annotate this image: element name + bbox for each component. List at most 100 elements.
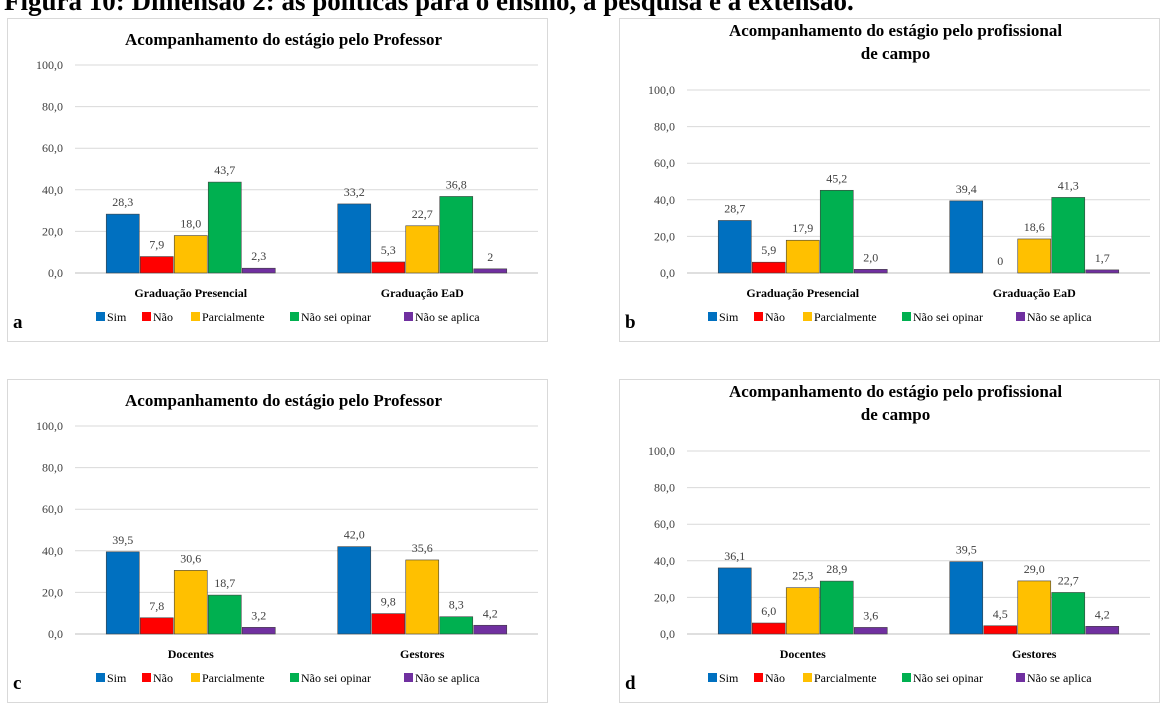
legend-swatch [902,312,911,321]
data-label: 41,3 [1058,178,1079,192]
y-tick-label: 80,0 [42,461,63,475]
data-label: 22,7 [1058,573,1079,587]
data-label: 42,0 [344,528,365,542]
bar [1051,592,1086,635]
bar [405,559,440,635]
legend-swatch [191,312,200,321]
legend-swatch [754,673,763,682]
category-label: Graduação Presencial [746,286,859,300]
bar [241,267,276,274]
bar [405,225,440,274]
bar [173,570,208,635]
legend-label: Não se aplica [1027,310,1092,324]
data-label: 28,7 [724,201,745,215]
data-label: 7,8 [149,599,164,613]
chart-title: Acompanhamento do estágio pelo profissio… [729,21,1062,40]
bar [1017,238,1052,274]
data-label: 28,3 [112,195,133,209]
data-label: 4,2 [1095,607,1110,621]
y-tick-label: 0,0 [48,627,63,641]
bar [371,261,406,274]
bar [207,594,242,635]
y-tick-label: 80,0 [654,481,675,495]
data-label: 45,2 [826,171,847,185]
data-label: 2,3 [251,249,266,263]
legend-swatch [1016,312,1025,321]
panel-letter: c [13,673,21,694]
legend-label: Sim [107,310,127,324]
data-label: 7,9 [149,238,164,252]
bar [105,213,140,274]
data-label: 17,9 [792,221,813,235]
bar [853,269,888,274]
bar [717,220,752,274]
data-label: 9,8 [381,595,396,609]
y-tick-label: 40,0 [42,544,63,558]
legend-label: Não [765,310,785,324]
bar [173,235,208,274]
legend-label: Não sei opinar [913,310,983,324]
chart-title: de campo [861,405,930,424]
category-label: Graduação EaD [993,286,1076,300]
data-label: 35,6 [412,541,433,555]
y-tick-label: 60,0 [654,156,675,170]
bar [1051,197,1086,274]
data-label: 43,7 [214,163,235,177]
data-label: 1,7 [1095,251,1110,265]
legend-label: Parcialmente [202,310,265,324]
data-label: 30,6 [180,551,201,565]
chart-title: Acompanhamento do estágio pelo Professor [125,391,442,410]
chart-panel-a: Acompanhamento do estágio pelo Professor… [7,18,548,342]
bar [139,256,174,274]
y-tick-label: 60,0 [654,517,675,531]
chart-svg: Acompanhamento do estágio pelo Professor… [13,30,538,333]
legend-label: Não se aplica [1027,671,1092,685]
bar [473,624,508,635]
legend-label: Parcialmente [202,671,265,685]
data-label: 39,5 [112,533,133,547]
data-label: 39,5 [956,543,977,557]
legend-swatch [708,673,717,682]
bar [785,587,820,635]
bar [1085,269,1120,274]
bar [207,181,242,274]
legend-label: Não [153,310,173,324]
y-tick-label: 80,0 [654,120,675,134]
data-label: 25,3 [792,569,813,583]
y-tick-label: 100,0 [648,83,675,97]
chart-panel-c: Acompanhamento do estágio pelo Professor… [7,379,548,703]
bar [439,196,474,274]
data-label: 18,6 [1024,220,1045,234]
legend-label: Sim [107,671,127,685]
data-label: 5,9 [761,243,776,257]
legend-swatch [902,673,911,682]
y-tick-label: 60,0 [42,502,63,516]
y-tick-label: 40,0 [42,183,63,197]
category-label: Gestores [400,647,445,661]
legend-label: Não sei opinar [301,671,371,685]
chart-title: de campo [861,44,930,63]
y-tick-label: 60,0 [42,141,63,155]
y-tick-label: 100,0 [36,419,63,433]
data-label: 29,0 [1024,562,1045,576]
legend-label: Não se aplica [415,671,480,685]
panel-letter: a [13,312,23,333]
legend-swatch [708,312,717,321]
legend-label: Não sei opinar [913,671,983,685]
data-label: 2 [487,250,493,264]
legend-label: Não sei opinar [301,310,371,324]
legend-swatch [1016,673,1025,682]
y-tick-label: 0,0 [48,266,63,280]
category-label: Docentes [780,647,826,661]
legend-label: Sim [719,671,739,685]
data-label: 2,0 [863,250,878,264]
legend-swatch [142,312,151,321]
y-tick-label: 0,0 [660,627,675,641]
data-label: 28,9 [826,562,847,576]
data-label: 18,0 [180,217,201,231]
y-tick-label: 20,0 [42,585,63,599]
legend-swatch [96,673,105,682]
bar [139,617,174,635]
data-label: 4,5 [993,607,1008,621]
bar [1085,626,1120,635]
